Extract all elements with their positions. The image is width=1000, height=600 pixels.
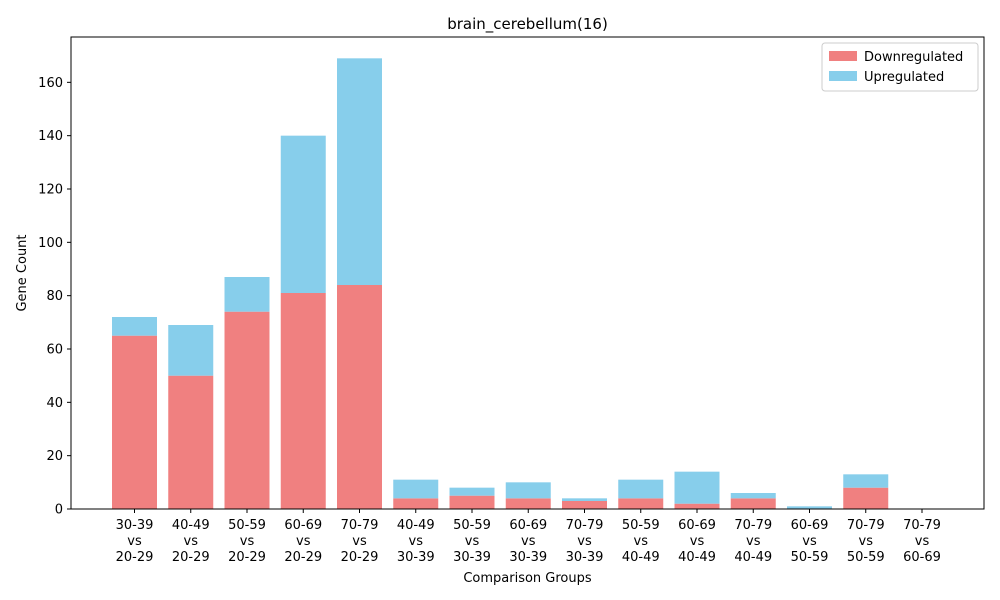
bar-downregulated-7 bbox=[505, 498, 551, 509]
bar-downregulated-5 bbox=[393, 498, 439, 509]
bar-downregulated-11 bbox=[730, 498, 776, 509]
x-tick-label: 70-79 vs 20-29 bbox=[341, 518, 379, 565]
bar-upregulated-3 bbox=[280, 135, 326, 293]
y-tick-label: 140 bbox=[38, 129, 63, 144]
x-tick-label: 40-49 vs 20-29 bbox=[172, 518, 210, 565]
y-tick-label: 60 bbox=[46, 343, 63, 358]
bar-downregulated-13 bbox=[843, 487, 889, 509]
legend-swatch-downregulated bbox=[829, 51, 857, 61]
x-tick-label: 70-79 vs 50-59 bbox=[847, 518, 885, 565]
legend-label-upregulated: Upregulated bbox=[864, 70, 944, 85]
bar-downregulated-10 bbox=[674, 503, 720, 509]
bar-downregulated-6 bbox=[449, 495, 495, 509]
bar-upregulated-6 bbox=[449, 487, 495, 496]
axes-layer: 0 20 40 60 80 100 120 140 160 30-39 vs 20-29 40-49 vs… bbox=[38, 36, 985, 565]
legend: Downregulated Upregulated bbox=[821, 42, 979, 92]
bar-downregulated-2 bbox=[224, 311, 270, 509]
bar-upregulated-7 bbox=[505, 482, 551, 499]
bar-downregulated-1 bbox=[168, 375, 214, 509]
y-tick-label: 40 bbox=[46, 396, 63, 411]
y-tick-label: 0 bbox=[55, 503, 63, 518]
bar-upregulated-9 bbox=[618, 479, 664, 499]
y-tick-label: 160 bbox=[38, 76, 63, 91]
x-tick-label: 60-69 vs 20-29 bbox=[284, 518, 322, 565]
bar-upregulated-5 bbox=[393, 479, 439, 499]
bar-upregulated-8 bbox=[562, 498, 607, 501]
x-tick-label: 50-59 vs 40-49 bbox=[622, 518, 660, 565]
y-axis-label: Gene Count bbox=[15, 234, 30, 311]
bar-upregulated-2 bbox=[224, 277, 270, 312]
x-tick-label: 60-69 vs 30-39 bbox=[509, 518, 547, 565]
x-tick-label: 70-79 vs 60-69 bbox=[903, 518, 941, 565]
bar-upregulated-1 bbox=[168, 325, 214, 376]
legend-swatch-upregulated bbox=[829, 71, 857, 81]
bar-upregulated-0 bbox=[112, 317, 157, 336]
bar-downregulated-8 bbox=[562, 501, 607, 509]
x-tick-label: 60-69 vs 50-59 bbox=[791, 518, 829, 565]
bar-downregulated-3 bbox=[280, 293, 326, 509]
chart-title: brain_cerebellum(16) bbox=[447, 15, 608, 34]
y-tick-label: 120 bbox=[38, 183, 63, 198]
bar-upregulated-10 bbox=[674, 471, 720, 504]
bar-upregulated-13 bbox=[843, 474, 889, 488]
y-tick-label: 20 bbox=[46, 449, 63, 464]
bar-upregulated-4 bbox=[337, 58, 382, 285]
y-tick-label: 80 bbox=[46, 289, 63, 304]
bars-layer bbox=[112, 58, 889, 509]
legend-box bbox=[821, 42, 979, 92]
x-tick-label: 70-79 vs 40-49 bbox=[734, 518, 772, 565]
bar-upregulated-12 bbox=[787, 506, 832, 509]
x-tick-label: 50-59 vs 30-39 bbox=[453, 518, 491, 565]
bar-downregulated-4 bbox=[337, 285, 382, 509]
y-tick-label: 100 bbox=[38, 236, 63, 251]
legend-label-downregulated: Downregulated bbox=[864, 50, 963, 65]
plot-frame bbox=[70, 36, 985, 510]
x-tick-label: 30-39 vs 20-29 bbox=[116, 518, 154, 565]
x-tick-label: 50-59 vs 20-29 bbox=[228, 518, 266, 565]
bar-downregulated-9 bbox=[618, 498, 664, 509]
x-tick-label: 60-69 vs 40-49 bbox=[678, 518, 716, 565]
bar-upregulated-11 bbox=[730, 493, 776, 499]
x-axis-label: Comparison Groups bbox=[463, 571, 592, 586]
x-tick-label: 70-79 vs 30-39 bbox=[566, 518, 604, 565]
bar-downregulated-0 bbox=[112, 335, 157, 509]
x-tick-label: 40-49 vs 30-39 bbox=[397, 518, 435, 565]
